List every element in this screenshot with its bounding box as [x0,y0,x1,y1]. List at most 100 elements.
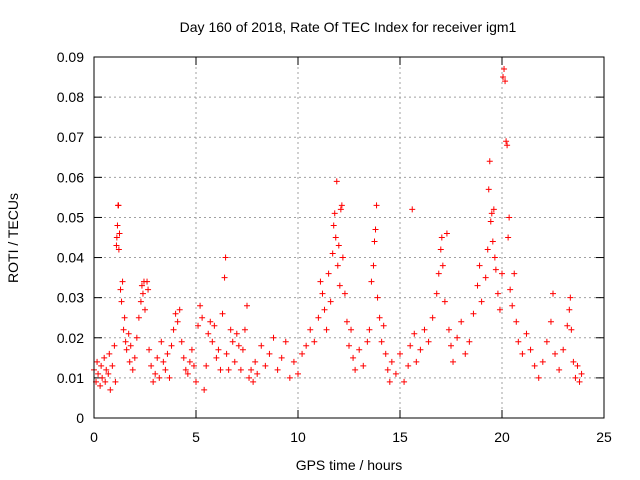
data-point [266,350,273,357]
data-point [98,362,105,369]
gridlines [94,57,604,418]
data-point [139,290,146,297]
data-point [330,222,337,229]
data-point [374,294,381,301]
data-point [117,286,124,293]
data-point [438,234,445,241]
data-point [333,178,340,185]
data-point [499,270,505,277]
data-point [443,230,450,237]
x-tick-label: 10 [290,429,306,445]
data-point [115,202,122,209]
data-point [323,326,330,333]
data-point [376,314,383,321]
data-point [113,234,120,241]
data-point [154,354,161,361]
data-point [190,362,197,369]
data-point [574,362,581,369]
data-point [164,350,171,357]
data-point [458,318,465,325]
data-point [343,318,350,325]
data-point [195,322,202,329]
data-point [513,318,520,325]
data-point [484,246,491,253]
data-point [360,362,367,369]
data-point [380,322,387,329]
data-point [489,238,496,245]
data-point [317,278,324,285]
data-point [133,334,140,341]
data-point [491,254,498,261]
data-point [578,370,585,377]
data-point [126,358,133,365]
data-point [572,374,579,381]
data-point [417,346,424,353]
data-point [193,378,199,385]
data-point [144,278,151,285]
data-point [506,214,513,221]
y-tick-label: 0.06 [57,169,84,185]
data-point [531,362,538,369]
x-tick-label: 5 [192,429,200,445]
data-point [223,350,230,357]
data-point [162,366,169,373]
data-point [535,374,542,381]
data-point [488,210,495,217]
data-point [225,366,232,373]
chart-title: Day 160 of 2018, Rate Of TEC Index for r… [180,19,517,35]
data-point [496,306,503,313]
data-point [485,186,492,193]
data-point [270,334,277,341]
data-point [114,222,121,229]
data-point [112,378,119,385]
data-point [346,342,352,349]
data-point [201,386,208,393]
y-axis-title: ROTI / TECUs [5,193,21,283]
data-point [433,290,440,297]
data-point [560,346,567,353]
data-point [523,330,530,337]
data-point [131,354,138,361]
data-point [566,306,573,313]
y-tick-label: 0.08 [57,89,84,105]
data-point [386,378,393,385]
data-point [370,262,377,269]
data-points [91,66,585,393]
data-point [511,270,518,277]
y-tick-label: 0.03 [57,290,84,306]
data-point [352,366,359,373]
data-point [222,254,229,261]
data-point [487,218,494,225]
data-point [409,206,416,213]
data-point [341,290,348,297]
y-tick-label: 0.04 [57,250,84,266]
data-point [221,274,228,281]
data-point [101,354,108,361]
data-point [474,282,481,289]
data-point [332,234,339,241]
data-point [125,330,132,337]
data-point [146,346,153,353]
y-tick-label: 0.02 [57,330,84,346]
data-point [129,366,136,373]
data-point [505,234,512,241]
data-point [231,358,238,365]
data-point [331,210,338,217]
data-point [384,366,391,373]
data-point [552,350,559,357]
data-point [319,290,326,297]
data-point [348,326,355,333]
data-point [166,374,173,381]
data-point [103,366,110,373]
data-point [478,298,485,305]
data-point [127,342,134,349]
data-point [97,382,104,389]
data-point [336,282,343,289]
data-point [576,378,583,385]
data-point [239,346,246,353]
data-point [372,226,379,233]
data-point [482,274,489,281]
data-point [99,374,106,381]
plot-frame [93,56,605,419]
data-point [507,286,514,293]
